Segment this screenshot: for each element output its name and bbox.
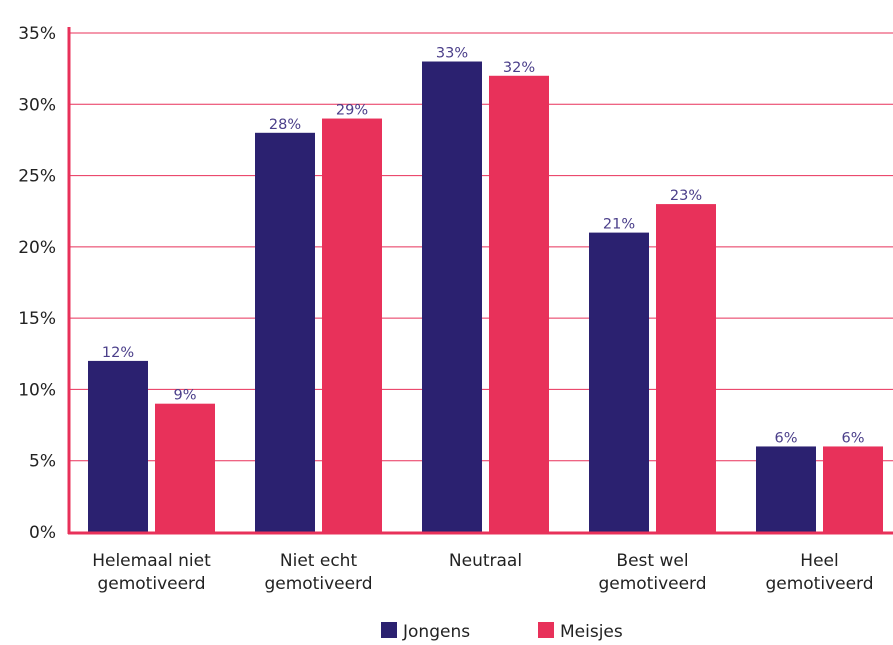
y-tick-label: 5% [29,452,56,472]
y-tick-label: 35% [18,24,56,44]
y-tick-label: 30% [18,95,56,115]
y-tick-label: 25% [18,167,56,187]
x-category-label: Best wel gemotiveerd [598,551,706,594]
data-label: 21% [603,217,635,233]
legend: Jongens Meisjes [381,622,623,642]
data-label: 32% [503,60,535,76]
x-category-labels: Helemaal niet gemotiveerd Niet echt gemotiv… [92,551,873,594]
data-labels: 12% 28% 33% 21% 6% 9% 29% 32% 23% 6% [102,46,865,447]
data-label: 6% [841,430,864,446]
legend-swatch-meisjes [538,622,554,638]
data-label: 12% [102,345,134,361]
bar-jongens [255,132,315,533]
bar-jongens [422,61,482,533]
y-tick-label: 20% [18,238,56,258]
data-label: 6% [774,430,797,446]
data-label: 9% [173,388,196,404]
bar-jongens [589,232,649,532]
x-category-label: Helemaal niet gemotiveerd [92,551,211,594]
data-label: 29% [336,103,368,119]
data-label: 33% [436,46,468,62]
bar-meisjes [656,204,716,533]
bar-meisjes [155,403,215,532]
bar-meisjes [489,75,549,533]
y-tick-label: 10% [18,380,56,400]
bar-jongens [88,360,148,532]
axes [67,27,893,535]
x-category-label: Niet echt gemotiveerd [264,551,372,594]
y-tick-label: 15% [18,309,56,329]
bars [88,61,883,533]
legend-label: Meisjes [560,622,623,641]
x-category-label: Neutraal [449,551,522,571]
x-category-label: Heel gemotiveerd [765,551,873,594]
bar-meisjes [823,446,883,532]
legend-swatch-jongens [381,622,397,638]
data-label: 23% [670,188,702,204]
y-tick-labels: 0% 5% 10% 15% 20% 25% 30% 35% [18,24,56,543]
y-tick-label: 0% [29,523,56,543]
data-label: 28% [269,117,301,133]
legend-label: Jongens [402,622,470,641]
bar-meisjes [322,118,382,533]
bar-jongens [756,446,816,532]
